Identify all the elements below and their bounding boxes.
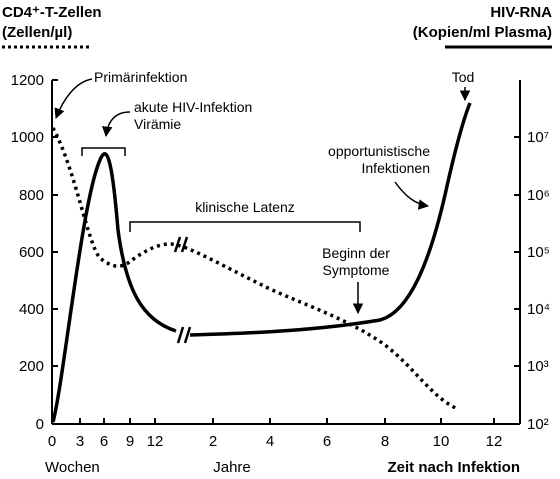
annotation-viremia: Virämie (134, 116, 181, 132)
cd4-series-line (51, 127, 459, 411)
annotation-clinical-latency: klinische Latenz (195, 199, 295, 215)
annotation-infections: Infektionen (362, 160, 431, 176)
x-axis-title: Zeit nach Infektion (387, 459, 520, 476)
annotation-death: Tod (452, 69, 475, 85)
right-axis-title: HIV-RNA (490, 4, 552, 21)
x-tick-label-years: 8 (381, 433, 389, 450)
left-axis-title: CD4⁺-T-Zellen (2, 4, 102, 21)
x-tick-label-years: 6 (323, 433, 331, 450)
left-tick-label: 800 (19, 187, 44, 204)
arrow-opportunistic (394, 181, 430, 210)
annotation-symptom-onset: Beginn der (322, 245, 390, 261)
arrow-acute-infection (101, 111, 131, 138)
x-ticks (51, 418, 495, 424)
annotation-opportunistic: opportunistische (328, 143, 430, 159)
left-tick-label: 0 (36, 416, 44, 433)
x-tick-label-weeks: 6 (100, 433, 108, 450)
right-tick-label: 10³ (527, 358, 549, 375)
left-tick-label: 600 (19, 244, 44, 261)
x-tick-label-years: 2 (209, 433, 217, 450)
x-tick-label-years: 10 (433, 433, 450, 450)
x-years-caption: Jahre (213, 459, 251, 476)
left-tick-label: 400 (19, 301, 44, 318)
x-tick-label-weeks: 0 (48, 433, 56, 450)
annotation-acute-infection: akute HIV-Infektion (134, 99, 252, 115)
x-weeks-caption: Wochen (45, 459, 100, 476)
left-tick-label: 1000 (11, 129, 44, 146)
axis-break-mark (176, 326, 192, 344)
x-tick-label-weeks: 3 (76, 433, 84, 450)
axis-break-mark (173, 236, 189, 253)
x-tick-label-weeks: 12 (147, 433, 164, 450)
right-tick-label: 10⁴ (527, 301, 550, 318)
bracket-acute-infection (81, 147, 126, 156)
right-tick-label: 10⁶ (527, 187, 550, 204)
right-tick-label: 10² (527, 416, 549, 433)
left-tick-label: 1200 (11, 72, 44, 89)
annotation-primary-infection: Primärinfektion (94, 69, 187, 85)
bracket-clinical-latency (129, 221, 361, 232)
right-ticks (514, 136, 520, 425)
left-tick-label: 200 (19, 358, 44, 375)
x-tick-label-years: 4 (266, 433, 274, 450)
hiv-rna-series-line-late (189, 102, 472, 337)
x-tick-label-weeks: 9 (126, 433, 134, 450)
x-tick-label-years: 12 (486, 433, 503, 450)
right-tick-label: 10⁵ (527, 244, 550, 261)
left-axis-unit: (Zellen/µl) (2, 24, 72, 41)
arrow-primary-infection (54, 78, 93, 119)
right-tick-label: 10⁷ (527, 129, 549, 146)
hiv-rna-series-line-acute (51, 152, 177, 423)
annotation-symptoms: Symptome (323, 262, 390, 278)
right-axis-unit: (Kopien/ml Plasma) (413, 24, 552, 41)
